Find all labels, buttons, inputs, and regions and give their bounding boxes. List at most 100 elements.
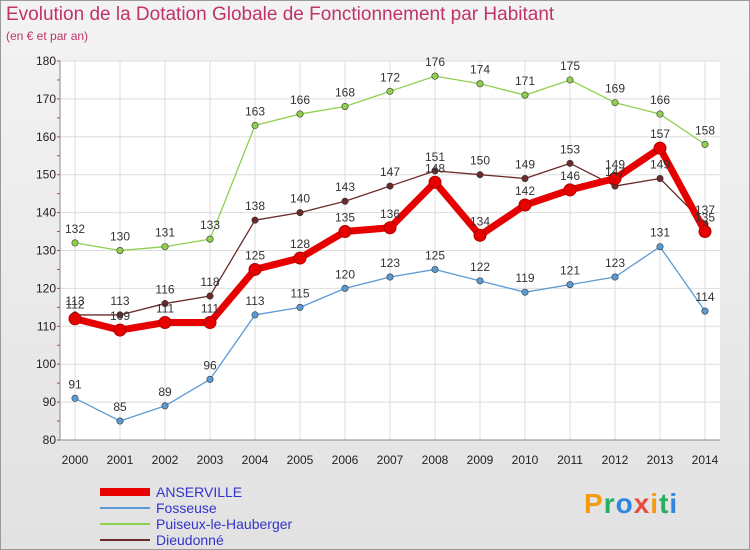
data-point [251, 216, 259, 224]
data-label: 114 [695, 290, 714, 304]
data-point [611, 99, 619, 107]
data-point [653, 141, 667, 155]
data-label: 122 [470, 260, 490, 274]
data-point [248, 262, 262, 276]
x-tick-label: 2003 [197, 453, 224, 467]
logo-letter: i [650, 488, 660, 519]
y-tick-label: 180 [36, 54, 56, 68]
legend-swatch [100, 539, 150, 541]
data-label: 109 [110, 309, 130, 323]
y-tick-label: 100 [36, 357, 56, 371]
x-tick-label: 2001 [107, 453, 134, 467]
series-layer [68, 72, 712, 425]
data-label: 168 [335, 85, 355, 99]
data-point [116, 311, 124, 319]
data-label: 175 [560, 59, 580, 73]
logo-letter: o [615, 488, 634, 519]
data-label: 149 [605, 157, 625, 171]
data-point [473, 228, 487, 242]
data-label: 131 [650, 226, 670, 240]
data-point [428, 175, 442, 189]
data-point [521, 91, 529, 99]
legend-swatch [100, 523, 150, 525]
data-point [386, 182, 394, 190]
data-label: 147 [605, 165, 625, 179]
legend-swatch [100, 507, 150, 509]
data-label: 157 [650, 127, 670, 141]
data-label: 146 [560, 169, 580, 183]
data-label: 119 [515, 271, 534, 285]
data-label: 148 [425, 161, 445, 175]
data-label: 147 [380, 165, 400, 179]
data-point [341, 197, 349, 205]
grid-lines [60, 60, 720, 441]
data-point [608, 171, 622, 185]
x-tick-label: 2009 [467, 453, 494, 467]
x-tick-label: 2004 [242, 453, 269, 467]
data-label: 171 [515, 74, 535, 88]
x-tick-label: 2014 [692, 453, 719, 467]
data-label: 149 [515, 157, 535, 171]
data-point [203, 316, 217, 330]
data-label: 135 [335, 211, 355, 225]
data-label: 169 [605, 82, 625, 96]
legend-swatch [100, 488, 150, 496]
chart-subtitle: (en € et par an) [6, 29, 89, 43]
data-label: 153 [560, 142, 580, 156]
data-label: 120 [335, 267, 355, 281]
data-label: 116 [155, 283, 174, 297]
data-point [431, 72, 439, 80]
data-label: 91 [68, 377, 82, 391]
data-label: 125 [245, 248, 265, 262]
data-label: 111 [201, 302, 220, 316]
data-point [206, 292, 214, 300]
data-point [566, 281, 574, 289]
data-point [563, 183, 577, 197]
data-point [296, 110, 304, 118]
data-label: 151 [425, 150, 445, 164]
series-fosseuse [71, 243, 709, 425]
data-label: 176 [425, 55, 445, 69]
data-label: 96 [203, 358, 217, 372]
data-point [161, 243, 169, 251]
data-point [296, 209, 304, 217]
x-tick-label: 2008 [422, 453, 449, 467]
data-point [206, 235, 214, 243]
data-label: 138 [245, 199, 265, 213]
proxiti-logo: Proxiti [584, 488, 678, 520]
data-point [116, 247, 124, 255]
data-label: 113 [110, 294, 129, 308]
x-tick-label: 2002 [152, 453, 179, 467]
x-tick-label: 2012 [602, 453, 629, 467]
x-tick-label: 2011 [557, 453, 583, 467]
data-point [518, 198, 532, 212]
data-point [611, 273, 619, 281]
data-label: 163 [245, 104, 265, 118]
legend-label: Puiseux-le-Hauberger [156, 516, 293, 532]
data-point [476, 171, 484, 179]
data-point [386, 273, 394, 281]
data-point [338, 225, 352, 239]
data-label: 166 [650, 93, 670, 107]
data-label: 174 [470, 63, 490, 77]
data-point [521, 288, 529, 296]
axes: 80 90 100 110 120 130 140 150 160 170 180 2000 2001 2… [36, 54, 720, 467]
data-label: 132 [65, 222, 85, 236]
data-point [431, 265, 439, 273]
y-tick-label: 130 [36, 244, 56, 258]
data-label: 136 [380, 207, 400, 221]
data-point [701, 307, 709, 315]
data-point [68, 312, 82, 326]
data-point [161, 300, 169, 308]
data-label: 125 [425, 248, 445, 262]
data-label: 166 [290, 93, 310, 107]
logo-letter: i [669, 488, 679, 519]
data-point [431, 167, 439, 175]
legend-label: Fosseuse [156, 500, 217, 516]
data-label: 140 [290, 192, 310, 206]
data-label: 121 [560, 264, 580, 278]
data-label: 134 [470, 214, 490, 228]
data-point [386, 87, 394, 95]
x-tick-label: 2006 [332, 453, 359, 467]
logo-letter: r [603, 488, 616, 519]
